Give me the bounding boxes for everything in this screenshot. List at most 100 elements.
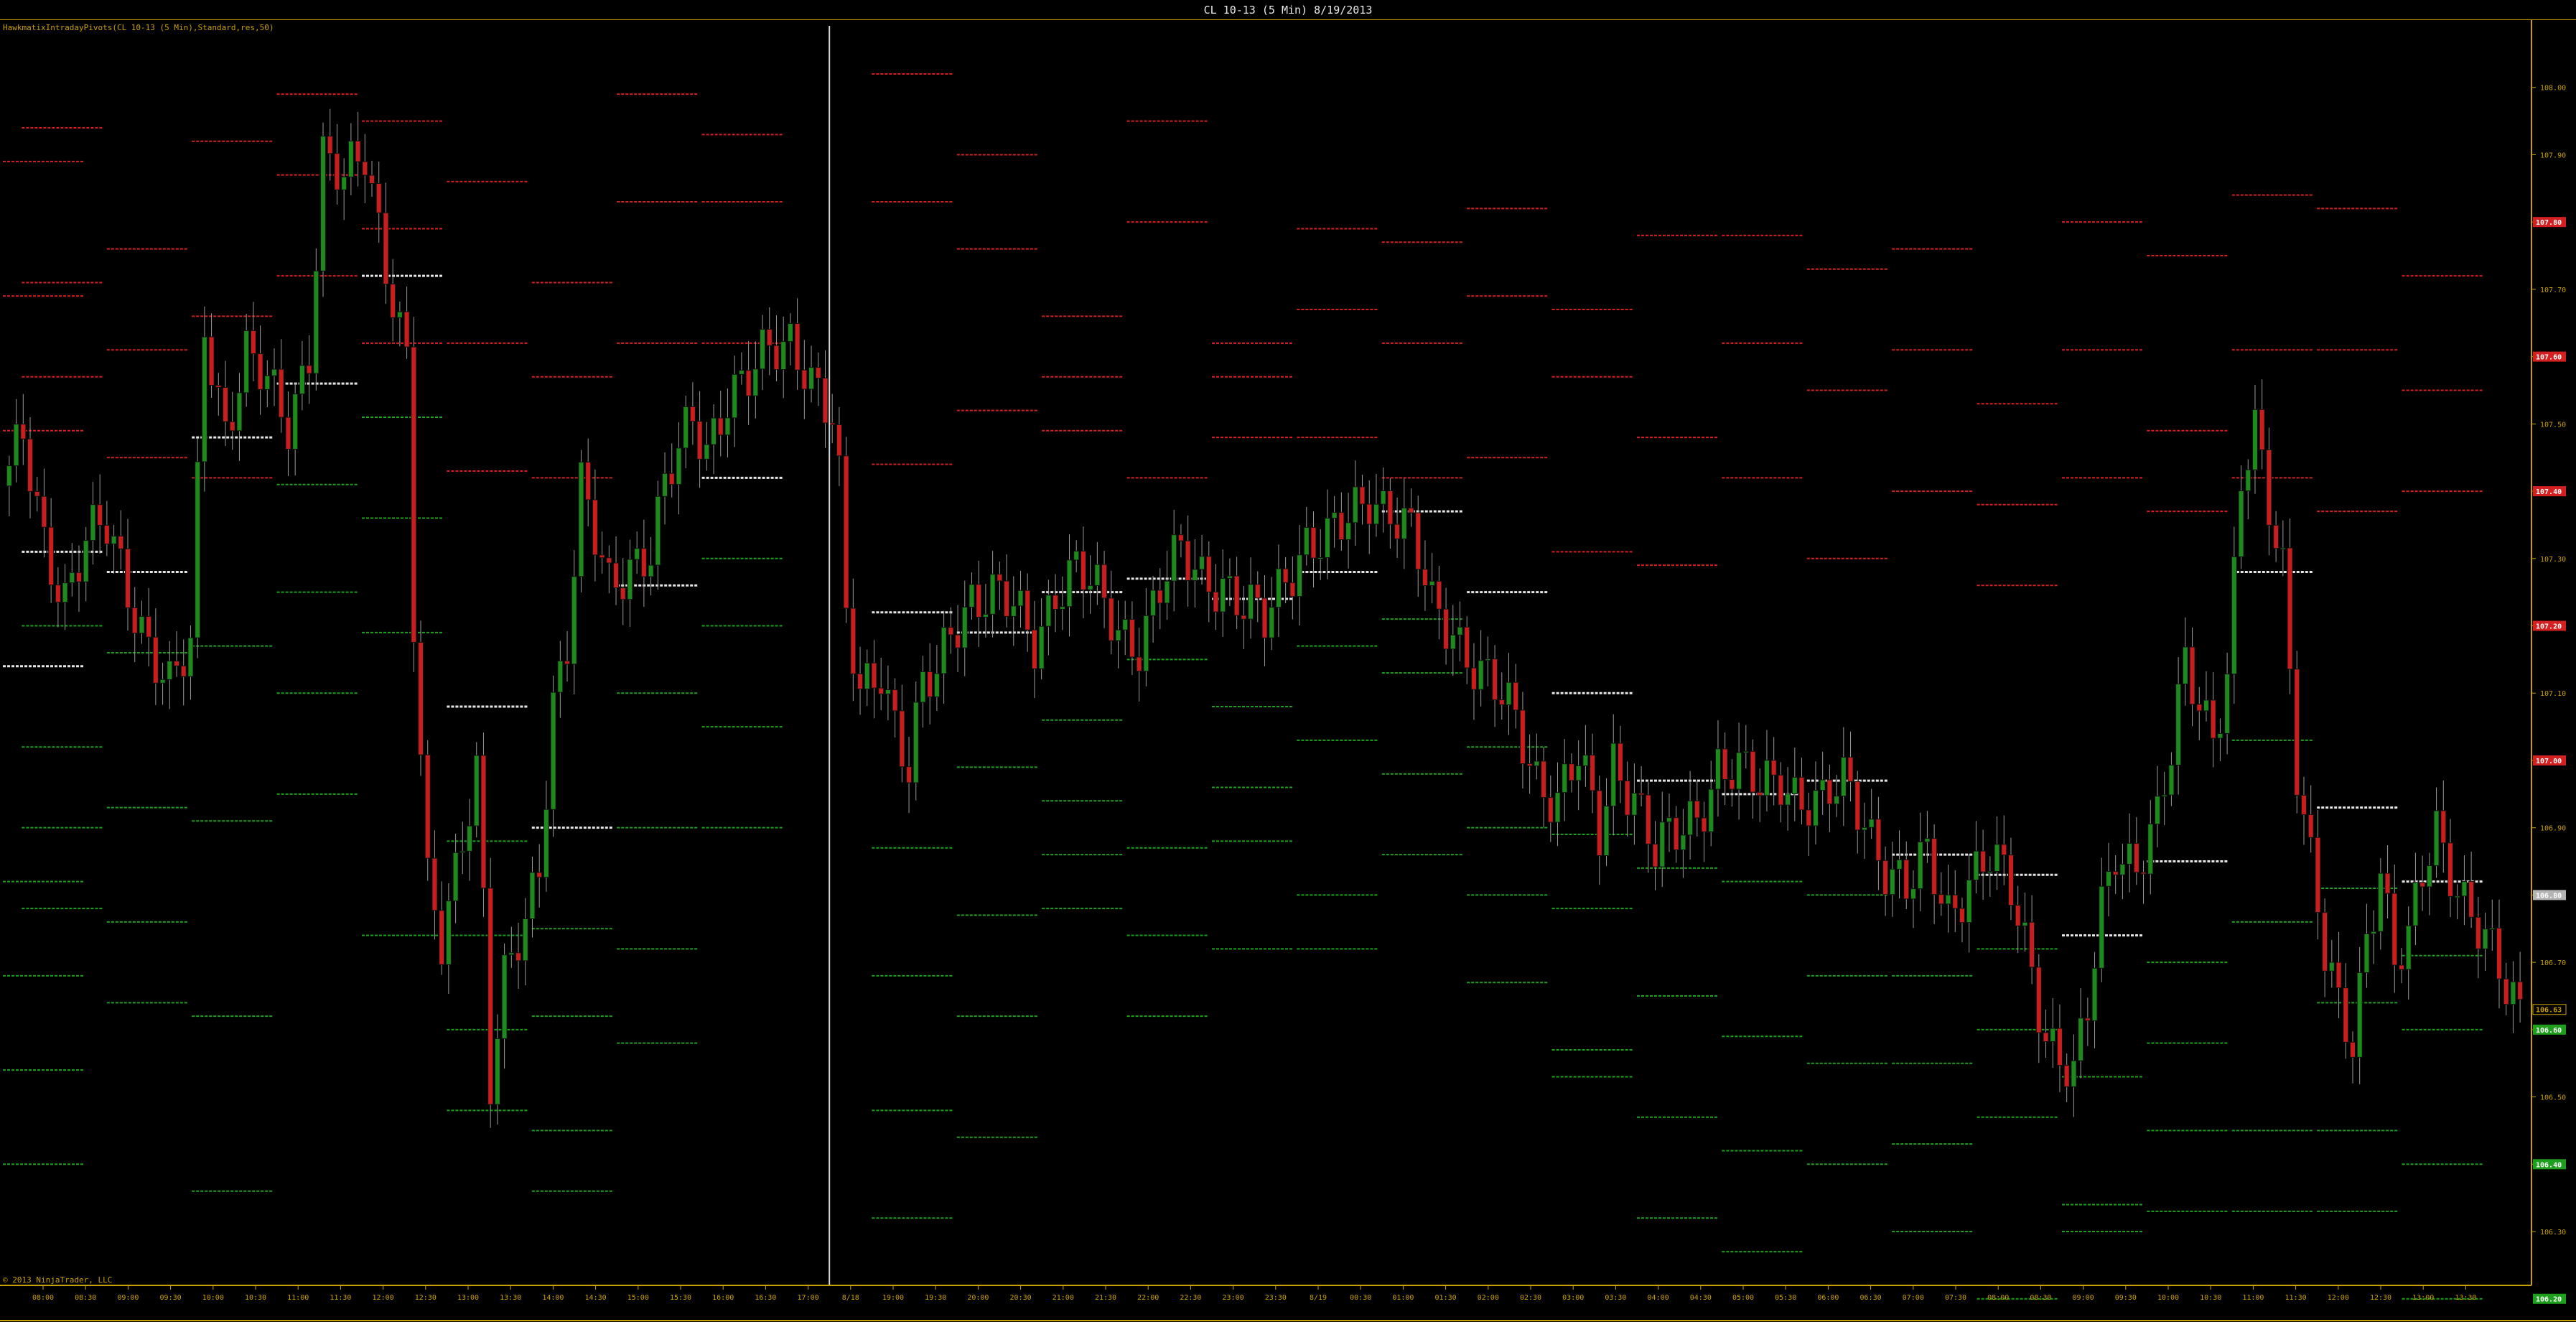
candle-down bbox=[278, 368, 284, 418]
candle-up bbox=[2119, 863, 2126, 875]
candle-down bbox=[285, 416, 291, 450]
candle-down bbox=[383, 212, 389, 285]
candle-up bbox=[1562, 763, 1568, 793]
candle-down bbox=[1722, 748, 1728, 780]
candle-up bbox=[2510, 981, 2516, 1005]
candle-up bbox=[139, 615, 145, 634]
candle-up bbox=[1248, 584, 1254, 620]
candle-down bbox=[2029, 921, 2035, 968]
candle-down bbox=[355, 140, 361, 162]
x-tick-label: 21:30 bbox=[1095, 1294, 1116, 1302]
candle-down bbox=[1492, 658, 1498, 701]
candle-down bbox=[997, 574, 1003, 582]
candle-up bbox=[1554, 792, 1561, 823]
x-tick-label: 09:30 bbox=[2115, 1294, 2137, 1302]
candle-up bbox=[1317, 557, 1324, 560]
candle-up bbox=[2161, 794, 2167, 797]
candle-down bbox=[1157, 590, 1163, 604]
candle-up bbox=[2412, 882, 2419, 926]
candle-up bbox=[913, 702, 919, 783]
bottom-frame bbox=[0, 1320, 2576, 1321]
candle-up bbox=[2022, 921, 2028, 926]
candle-up bbox=[2426, 865, 2432, 888]
candle-down bbox=[564, 660, 571, 665]
candle-up bbox=[1924, 838, 1931, 842]
time-axis[interactable]: 08:00 08:30 09:00 09:30 10:00 10:30 11:00 11:30… bbox=[32, 1285, 2477, 1302]
candle-down bbox=[2384, 872, 2391, 894]
candle-down bbox=[2056, 1028, 2063, 1066]
candlestick-chart[interactable]: 106.30 106.40 106.50 106.60 106.70 106.80 106.… bbox=[0, 20, 2576, 1320]
candle-down bbox=[2084, 1018, 2091, 1021]
candle-down bbox=[1959, 908, 1965, 923]
candle-up bbox=[13, 424, 19, 467]
candle-up bbox=[69, 572, 75, 584]
price-marker-label: 106.60 bbox=[2536, 1027, 2562, 1035]
price-axis[interactable]: 106.30 106.40 106.50 106.60 106.70 106.80 106.… bbox=[2531, 85, 2567, 1304]
candle-down bbox=[1757, 791, 1763, 796]
candle-up bbox=[2238, 490, 2244, 557]
candle-down bbox=[125, 548, 131, 608]
candle-up bbox=[1785, 793, 1791, 806]
candle-down bbox=[34, 490, 40, 497]
candle-up bbox=[529, 872, 536, 919]
candle-down bbox=[1031, 629, 1037, 669]
x-tick-label: 10:30 bbox=[245, 1294, 266, 1302]
candle-down bbox=[403, 311, 410, 348]
candle-up bbox=[1380, 490, 1386, 505]
candle-up bbox=[1917, 841, 1923, 890]
candle-down bbox=[1778, 774, 1784, 806]
candle-up bbox=[1582, 755, 1589, 766]
candles-layer bbox=[6, 108, 2524, 1128]
candle-down bbox=[766, 329, 773, 346]
candle-up bbox=[1610, 743, 1617, 807]
candle-down bbox=[1547, 797, 1554, 823]
candle-up bbox=[1220, 577, 1226, 613]
candle-up bbox=[1896, 859, 1903, 870]
candle-down bbox=[1617, 743, 1623, 781]
candle-down bbox=[2419, 882, 2426, 888]
x-tick-label: 06:30 bbox=[1860, 1294, 1882, 1302]
candle-down bbox=[1422, 569, 1428, 587]
candle-down bbox=[976, 584, 982, 618]
price-marker-box bbox=[2533, 890, 2566, 900]
candle-down bbox=[1310, 527, 1317, 559]
candle-down bbox=[2140, 872, 2147, 875]
candle-down bbox=[1798, 776, 1805, 811]
price-marker-label: 106.63 bbox=[2536, 1007, 2562, 1015]
candle-up bbox=[2078, 1018, 2084, 1061]
candle-down bbox=[2259, 409, 2265, 450]
x-tick-label: 15:00 bbox=[627, 1294, 649, 1302]
y-tick-label: 107.90 bbox=[2540, 152, 2566, 159]
candle-down bbox=[20, 424, 27, 439]
candle-up bbox=[1861, 827, 1867, 831]
candle-down bbox=[892, 689, 898, 712]
candle-up bbox=[969, 584, 975, 608]
candle-down bbox=[1513, 681, 1519, 711]
candle-up bbox=[1687, 800, 1694, 836]
candle-down bbox=[2294, 669, 2300, 796]
candle-up bbox=[2203, 699, 2209, 712]
candle-up bbox=[522, 918, 528, 962]
x-tick-label: 17:00 bbox=[798, 1294, 819, 1302]
candle-up bbox=[989, 574, 996, 615]
candle-up bbox=[1910, 888, 1916, 900]
candle-up bbox=[550, 692, 556, 810]
candle-down bbox=[146, 615, 152, 638]
candle-down bbox=[1394, 523, 1401, 539]
candle-up bbox=[941, 627, 947, 674]
candle-down bbox=[2273, 524, 2279, 549]
candle-up bbox=[83, 540, 89, 582]
candle-up bbox=[111, 536, 117, 544]
candle-down bbox=[745, 370, 752, 396]
candle-up bbox=[1742, 750, 1749, 753]
candle-down bbox=[689, 406, 696, 422]
candle-up bbox=[167, 660, 173, 680]
window-title: CL 10-13 (5 Min) 8/19/2013 bbox=[1203, 4, 1373, 17]
x-tick-label: 00:30 bbox=[1350, 1294, 1371, 1302]
candle-down bbox=[2035, 967, 2042, 1033]
x-tick-label: 8/18 bbox=[842, 1294, 859, 1302]
candle-down bbox=[223, 387, 229, 422]
candle-down bbox=[599, 554, 605, 559]
x-tick-label: 8/19 bbox=[1310, 1294, 1327, 1302]
candle-up bbox=[201, 336, 207, 462]
